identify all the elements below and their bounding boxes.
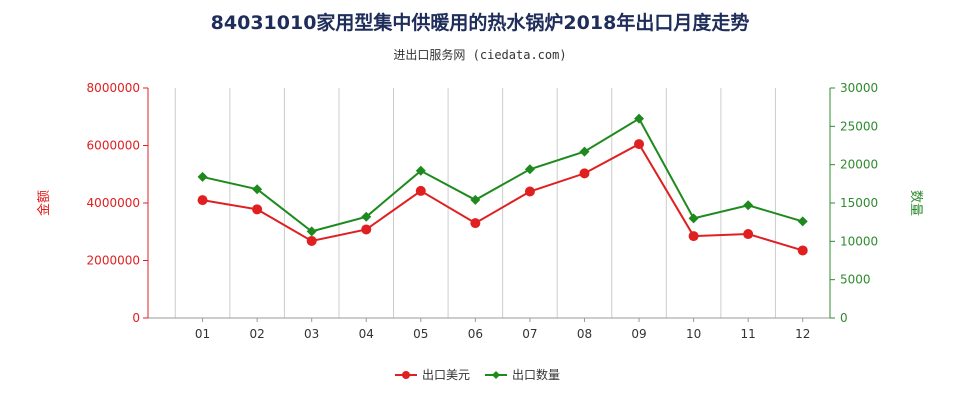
- x-tick-label: 09: [631, 327, 646, 341]
- quantity-point: [252, 184, 263, 195]
- x-tick-label: 04: [359, 327, 374, 341]
- x-tick-label: 01: [195, 327, 210, 341]
- amount-point: [524, 186, 535, 197]
- quantity-point: [415, 165, 426, 176]
- x-tick-label: 03: [304, 327, 319, 341]
- left-tick-label: 2000000: [87, 254, 140, 268]
- axes: 0 2000000 4000000 6000000 8000000 金额 0 5000 1000…: [36, 81, 923, 341]
- quantity-point: [306, 226, 317, 237]
- quantity-point: [524, 164, 535, 175]
- left-tick-label: 8000000: [87, 81, 140, 95]
- right-tick-label: 25000: [840, 119, 878, 133]
- amount-point: [797, 245, 808, 256]
- right-axis-label: 数量: [908, 190, 923, 216]
- amount-point: [306, 235, 317, 246]
- quantity-series-line: [202, 117, 804, 233]
- right-tick-label: 5000: [840, 273, 871, 287]
- amount-point: [197, 195, 208, 206]
- left-axis-label: 金额: [36, 190, 52, 216]
- x-tick-label: 11: [741, 327, 756, 341]
- legend-marker: [492, 371, 500, 379]
- x-tick-label: 02: [249, 327, 264, 341]
- quantity-point: [688, 213, 699, 224]
- x-tick-label: 12: [795, 327, 810, 341]
- quantity-point: [197, 171, 208, 182]
- amount-point: [688, 231, 699, 242]
- grid-lines: [174, 88, 831, 318]
- chart-subtitle: 进出口服务网 (ciedata.com): [393, 48, 567, 62]
- legend-marker: [402, 371, 410, 379]
- chart-title: 84031010家用型集中供暖用的热水锅炉2018年出口月度走势: [210, 12, 750, 34]
- quantity-point: [634, 113, 645, 124]
- amount-point: [415, 185, 426, 196]
- left-tick-label: 0: [132, 311, 140, 325]
- amount-point: [634, 139, 645, 150]
- series-layer: [197, 113, 808, 256]
- x-tick-label: 06: [468, 327, 483, 341]
- left-tick-label: 4000000: [87, 196, 140, 210]
- amount-point: [361, 224, 372, 235]
- right-tick-label: 20000: [840, 158, 878, 172]
- x-tick-label: 05: [413, 327, 428, 341]
- right-tick-label: 10000: [840, 234, 878, 248]
- right-tick-label: 0: [840, 311, 848, 325]
- quantity-point: [470, 194, 481, 205]
- x-tick-label: 10: [686, 327, 701, 341]
- amount-point: [743, 229, 754, 240]
- quantity-point: [743, 200, 754, 211]
- x-tick-label: 08: [577, 327, 592, 341]
- legend-label: 出口美元: [422, 368, 470, 382]
- amount-point: [252, 204, 263, 215]
- amount-point: [579, 168, 590, 179]
- legend-label: 出口数量: [512, 367, 560, 382]
- amount-series-line: [202, 142, 804, 252]
- left-tick-label: 6000000: [87, 139, 140, 153]
- right-tick-label: 15000: [840, 196, 878, 210]
- quantity-point: [361, 211, 372, 222]
- quantity-point: [797, 216, 808, 227]
- legend: 出口美元 出口数量: [395, 367, 560, 382]
- quantity-point: [579, 146, 590, 157]
- amount-point: [470, 218, 481, 229]
- right-tick-label: 30000: [840, 81, 878, 95]
- x-tick-label: 07: [522, 327, 537, 341]
